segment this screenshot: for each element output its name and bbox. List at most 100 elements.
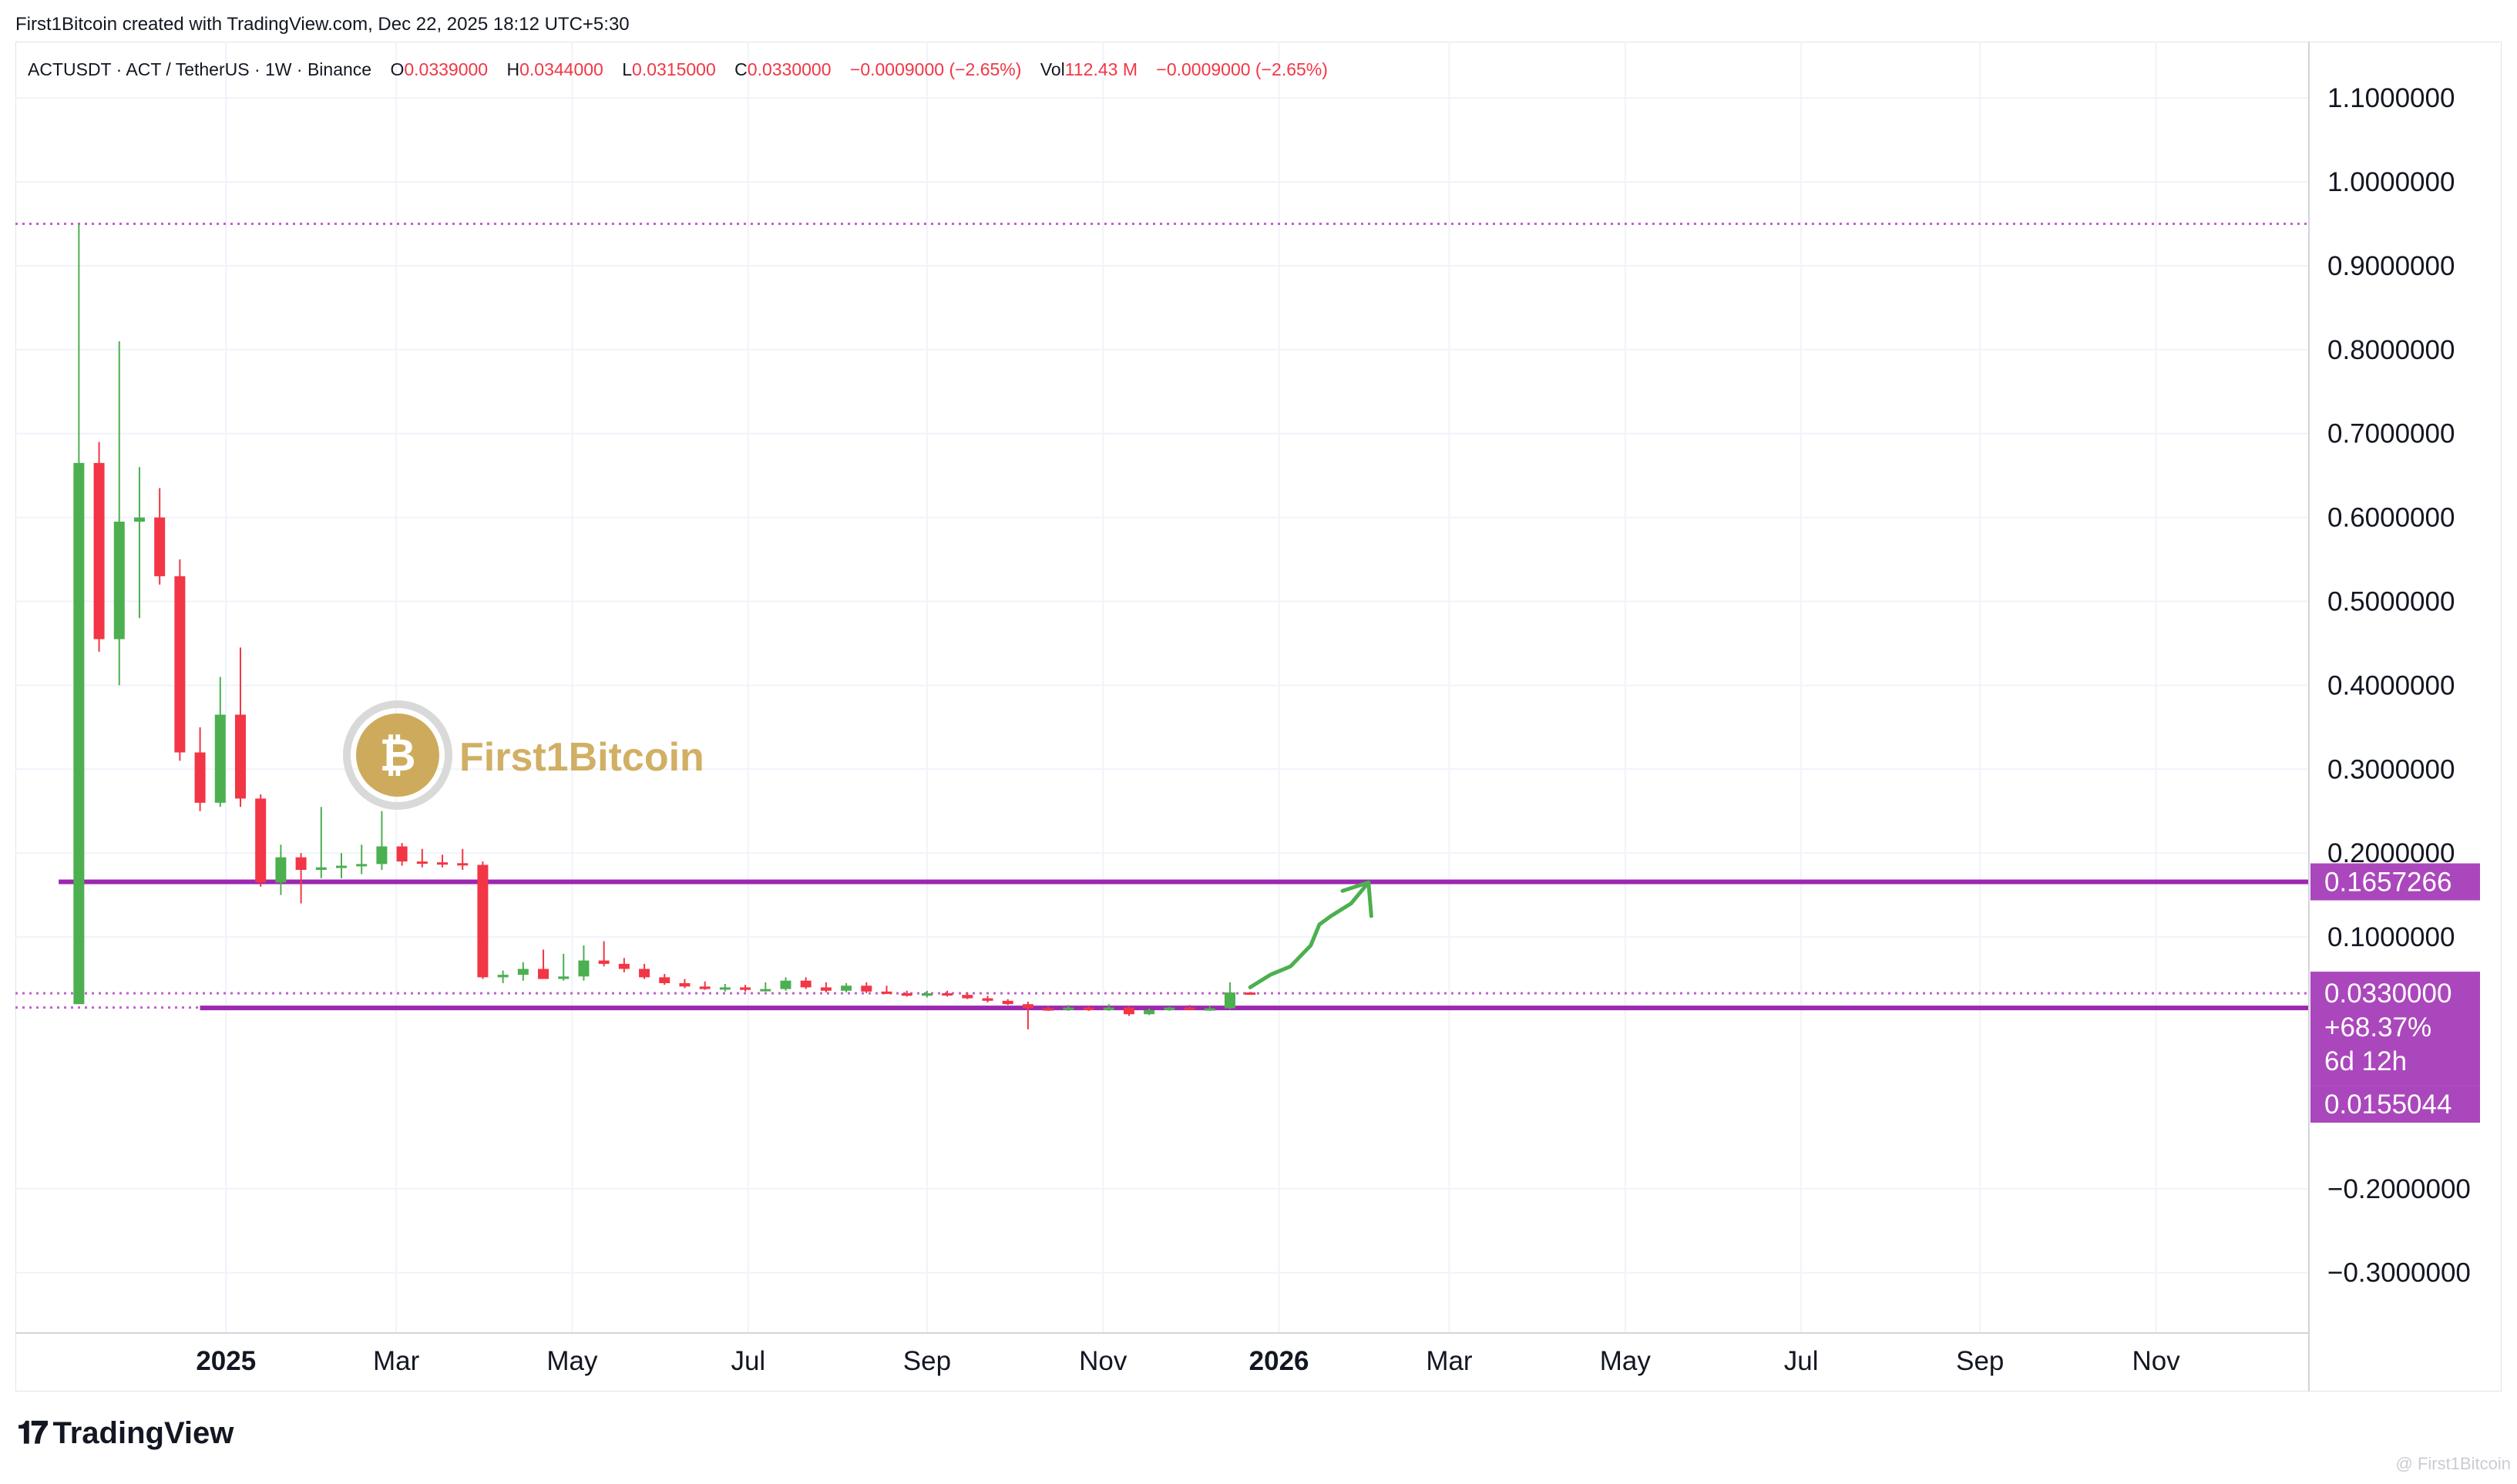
legend-high-value: 0.0344000	[519, 59, 603, 79]
candle-body	[639, 969, 650, 978]
candle-body	[315, 867, 327, 870]
current-price-label: 0.0330000	[2324, 979, 2451, 1009]
legend-low-value: 0.0315000	[632, 59, 716, 79]
candle-body	[740, 987, 751, 990]
candle-body	[1224, 992, 1235, 1009]
legend-volume-value: 112.43 M	[1064, 59, 1138, 79]
candle-body	[255, 798, 267, 883]
candle-body	[962, 995, 973, 999]
x-tick-label: Sep	[903, 1346, 951, 1376]
dotted-price-lines	[15, 222, 2309, 1009]
watermark-logo-glyph: ₿	[379, 730, 415, 781]
candle-body	[1144, 1009, 1155, 1015]
level-price-label: 0.1657266	[2324, 868, 2451, 898]
candle-body	[861, 985, 872, 992]
candle-body	[841, 985, 852, 991]
y-tick-label: 1.0000000	[2327, 167, 2455, 197]
candle-body	[113, 522, 125, 640]
candle-body	[295, 857, 307, 870]
y-tick-label: 0.6000000	[2327, 503, 2455, 533]
y-tick-label: −0.3000000	[2327, 1258, 2471, 1288]
candle-body	[719, 987, 731, 990]
candle-body	[234, 714, 246, 799]
price-labels: 0.1657266 0.0330000+68.37% 6d 12h 0.0155044	[2310, 863, 2480, 1123]
arrow-shaft	[1248, 880, 1371, 989]
ohlc-legend: ACTUSDT · ACT / TetherUS · 1W · Binance …	[28, 59, 1328, 80]
candle-body	[517, 969, 529, 975]
candles	[73, 223, 1256, 1029]
candle-body	[1103, 1007, 1114, 1010]
candle-body	[275, 857, 287, 883]
candle-body	[93, 462, 105, 640]
candle-body	[1184, 1007, 1195, 1010]
current-price-change: +68.37%	[2324, 1012, 2431, 1042]
arrow-head	[1340, 880, 1373, 918]
y-tick-label: 1.1000000	[2327, 83, 2455, 113]
x-tick-label: May	[1600, 1346, 1652, 1376]
watermark-logo-ring	[343, 700, 452, 810]
x-tick-label: 2025	[196, 1346, 256, 1376]
candle-body	[800, 980, 812, 988]
candle-body	[133, 517, 145, 522]
candle-body	[578, 960, 590, 977]
candle-body	[437, 862, 449, 865]
candle-body	[1123, 1007, 1134, 1015]
candle-body	[659, 977, 670, 983]
legend-low-label: L	[622, 59, 633, 79]
candle-body	[699, 986, 711, 989]
x-tick-label: May	[546, 1346, 598, 1376]
tradingview-logo-icon: 𝟏𝟕	[17, 1416, 49, 1450]
candle-body	[679, 982, 691, 987]
horizontal-levels[interactable]	[59, 879, 2309, 1011]
watermark-text: First1Bitcoin	[459, 735, 704, 780]
y-tick-label: 0.1000000	[2327, 922, 2455, 952]
x-tick-label: 2026	[1249, 1346, 1309, 1376]
y-tick-label: 0.7000000	[2327, 419, 2455, 449]
current-price-label-bg	[2310, 972, 2480, 1086]
candle-body	[416, 861, 428, 865]
candle-body	[901, 993, 912, 996]
y-tick-label: −0.2000000	[2327, 1174, 2471, 1204]
x-tick-label: Mar	[373, 1346, 420, 1376]
x-tick-label: Jul	[1784, 1346, 1819, 1376]
x-tick-label: Nov	[1079, 1346, 1127, 1376]
candle-body	[396, 846, 408, 862]
candle-body	[154, 517, 166, 576]
grid-lines	[15, 42, 2309, 1333]
y-tick-label: 0.4000000	[2327, 670, 2455, 700]
projection-arrow[interactable]	[1248, 880, 1373, 989]
bar-countdown: 6d 12h	[2324, 1046, 2407, 1076]
level-price-label-bg	[2310, 863, 2480, 901]
candle-body	[780, 980, 791, 989]
candle-body	[820, 987, 832, 991]
x-tick-label: Sep	[1956, 1346, 2004, 1376]
candle-body	[1245, 992, 1256, 995]
legend-open-label: O	[390, 59, 405, 79]
candle-body	[194, 752, 206, 803]
tradingview-logo[interactable]: 𝟏𝟕 TradingView	[17, 1416, 234, 1451]
legend-symbol[interactable]: ACTUSDT · ACT / TetherUS · 1W · Binance	[28, 59, 372, 79]
x-tick-label: Jul	[731, 1346, 765, 1376]
tradingview-logo-text: TradingView	[52, 1416, 234, 1450]
y-tick-label: 0.5000000	[2327, 587, 2455, 617]
candle-body	[921, 993, 933, 996]
candle-body	[376, 846, 388, 865]
level-price-label-bg	[2310, 1086, 2480, 1123]
header-caption: First1Bitcoin created with TradingView.c…	[15, 14, 630, 35]
x-tick-label: Mar	[1426, 1346, 1473, 1376]
candle-body	[336, 865, 348, 868]
legend-open-value: 0.0339000	[404, 59, 489, 79]
candle-body	[881, 991, 892, 994]
legend-volume-change: −0.0009000 (−2.65%)	[1156, 59, 1328, 79]
candle-body	[356, 864, 368, 867]
chart-frame	[15, 42, 2502, 1392]
candle-body	[1204, 1008, 1215, 1011]
y-tick-label: 0.3000000	[2327, 754, 2455, 784]
candle-body	[982, 998, 993, 1001]
level-price-label: 0.0155044	[2324, 1089, 2451, 1120]
x-tick-label: Nov	[2132, 1346, 2180, 1376]
candle-body	[214, 714, 226, 803]
candle-body	[1043, 1008, 1054, 1011]
